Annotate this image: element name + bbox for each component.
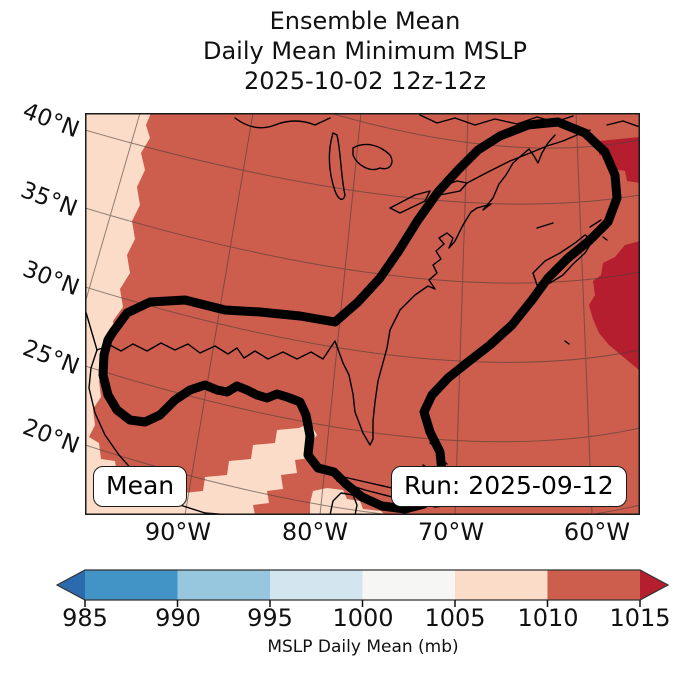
colorbar	[55, 569, 670, 607]
lat-tick-40n: 40°N	[19, 98, 83, 144]
colorbar-tick-985: 985	[62, 604, 108, 632]
colorbar-under-arrow	[57, 570, 85, 600]
colorbar-tick-1005: 1005	[424, 604, 486, 632]
lat-tick-35n: 35°N	[17, 177, 81, 223]
title-line-2: Daily Mean Minimum MSLP	[202, 37, 527, 65]
lon-tick-90w: 90°W	[144, 518, 212, 546]
meridian-100w	[85, 113, 141, 304]
colorbar-over-arrow	[640, 570, 668, 600]
colorbar-seg-995-1000	[270, 570, 363, 600]
map-frame	[85, 113, 640, 515]
mean-label-box: Mean	[93, 466, 188, 507]
meridian-60w	[575, 113, 593, 515]
colorbar-seg-1010-1015	[547, 570, 640, 600]
figure-title: Ensemble Mean Daily Mean Minimum MSLP 20…	[60, 6, 670, 96]
coastline-gulf-eastcoast	[85, 134, 556, 446]
colorbar-axis-label: MSLP Daily Mean (mb)	[267, 637, 459, 657]
map-fill-1005-1010-yucatan	[310, 488, 385, 515]
lon-tick-80w: 80°W	[281, 518, 349, 546]
lon-tick-60w: 60°W	[563, 518, 631, 546]
coastline-lake-erie	[389, 190, 431, 214]
colorbar-tick-995: 995	[247, 604, 293, 632]
coastline-lake-huron	[352, 143, 393, 171]
coastline-cape-breton	[536, 219, 602, 229]
map-fill-1010-1015	[85, 113, 640, 515]
coastline-newfoundland	[606, 120, 640, 128]
lat-tick-20n: 20°N	[19, 414, 83, 460]
colorbar-seg-1005-1010	[455, 570, 548, 600]
title-line-3: 2025-10-02 12z-12z	[243, 67, 487, 95]
meridian-90w	[184, 113, 254, 515]
coastline-lake-michigan	[328, 132, 346, 201]
coastline-st-lawrence	[466, 129, 591, 184]
parallel-45n	[329, 113, 640, 149]
colorbar-ticks	[84, 600, 641, 607]
graticule	[85, 113, 640, 515]
map-canvas	[85, 113, 640, 515]
coastline-lake-superior	[234, 117, 331, 129]
colorbar-seg-985-990	[85, 570, 178, 600]
coastline-bermuda	[564, 236, 608, 345]
colorbar-tick-1015: 1015	[609, 604, 671, 632]
parallel-40n	[85, 129, 640, 205]
map-fill-over-1015-north	[599, 137, 640, 183]
colorbar-tick-990: 990	[155, 604, 201, 632]
run-label-box: Run: 2025-09-12	[391, 466, 627, 507]
run-label: Run: 2025-09-12	[404, 471, 614, 500]
parallel-30n	[85, 286, 640, 363]
meridian-70w	[454, 113, 469, 515]
lat-tick-25n: 25°N	[19, 335, 83, 381]
coastline-mexico	[88, 349, 231, 515]
mean-label: Mean	[106, 471, 175, 500]
parallel-35n	[85, 207, 640, 284]
title-line-1: Ensemble Mean	[269, 7, 461, 35]
lat-tick-30n: 30°N	[19, 256, 83, 302]
mean-contour	[98, 117, 622, 514]
map-fill-over-1015-south	[589, 241, 640, 371]
colorbar-seg-1000-1005	[362, 570, 455, 600]
colorbar-seg-990-995	[177, 570, 270, 600]
colorbar-tick-1010: 1010	[517, 604, 579, 632]
colorbar-tick-1000: 1000	[332, 604, 394, 632]
coastline-yucatan	[329, 492, 358, 515]
lon-tick-70w: 70°W	[417, 518, 485, 546]
